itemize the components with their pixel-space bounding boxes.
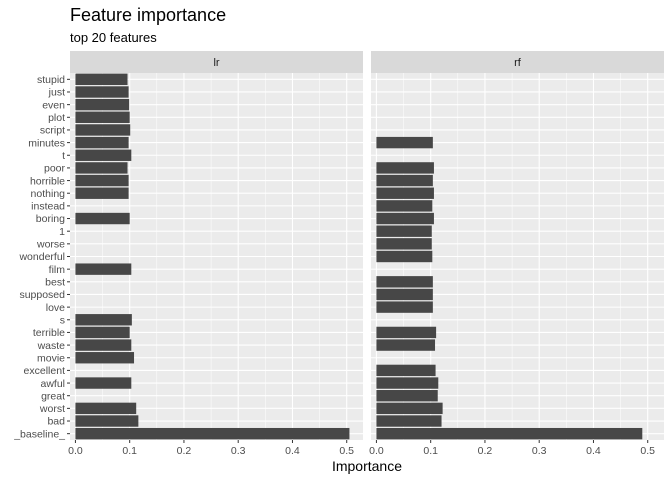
- bar-rf-supposed: [376, 288, 433, 301]
- x-axis-title: Importance: [332, 458, 402, 474]
- y-tick-label: t: [62, 150, 65, 162]
- y-tick-label: bad: [47, 416, 65, 428]
- y-tick-label: nothing: [31, 188, 66, 200]
- bar-lr-even: [75, 98, 130, 111]
- y-tick-label: horrible: [30, 175, 65, 187]
- y-tick-label: best: [45, 277, 65, 289]
- x-tick-label: 0.0: [369, 445, 384, 457]
- y-tick-label: awful: [40, 378, 65, 390]
- bar-lr-film: [75, 263, 132, 275]
- y-tick-label: worse: [36, 239, 65, 251]
- facet-strip: [70, 51, 363, 73]
- bar-rf-terrible: [376, 326, 437, 339]
- bar-lr-boring: [75, 212, 130, 225]
- bar-lr-poor: [75, 162, 128, 174]
- x-tick-label: 0.1: [423, 445, 438, 457]
- bar-rf-excellent: [376, 364, 436, 377]
- bar-lr-awful: [75, 377, 132, 389]
- bar-lr-script: [75, 124, 131, 136]
- x-tick-label: 0.1: [122, 445, 137, 457]
- bar-lr-nothing: [75, 187, 129, 199]
- facet-strip-label: lr: [213, 57, 219, 69]
- bar-rf-poor: [376, 162, 434, 174]
- bar-rf-great: [376, 390, 438, 402]
- bar-lr-minutes: [75, 136, 129, 149]
- bar-rf-1: [376, 225, 432, 237]
- y-tick-label: excellent: [24, 365, 66, 377]
- y-tick-label: _baseline_: [13, 428, 65, 440]
- bar-lr-horrible: [75, 174, 129, 187]
- y-tick-label: movie: [37, 352, 65, 364]
- bar-lr-t: [75, 149, 132, 161]
- bar-rf-nothing: [376, 187, 434, 199]
- bar-lr-stupid: [75, 73, 128, 86]
- bar-rf-best: [376, 276, 433, 288]
- x-tick-label: 0.4: [586, 445, 601, 457]
- bar-rf-waste: [376, 339, 436, 351]
- facet-panel-lr: lr 0.0 0.1 0.2 0.3 0.4 0.5: [68, 51, 363, 457]
- bar-lr-terrible: [75, 326, 130, 339]
- y-tick-label: love: [46, 302, 65, 314]
- bar-rf-awful: [376, 377, 439, 389]
- y-tick-label: just: [48, 87, 65, 99]
- y-tick-label: instead: [31, 201, 65, 213]
- bar-rf-worst: [376, 402, 443, 415]
- y-tick-label: poor: [44, 163, 66, 175]
- bar-rf-wonderful: [376, 250, 433, 263]
- bar-rf-love: [376, 301, 433, 313]
- bar-rf-bad: [376, 415, 442, 427]
- x-tick-label: 0.2: [177, 445, 192, 457]
- bar-lr-worst: [75, 402, 137, 415]
- y-tick-label: film: [49, 264, 66, 276]
- facet-panel-rf: rf 0.0 0.1 0.2 0.3 0.4 0.5: [369, 51, 664, 457]
- x-tick-label: 0.2: [478, 445, 493, 457]
- x-tick-label: 0.5: [339, 445, 354, 457]
- y-tick-label: worst: [39, 403, 65, 415]
- y-tick-label: plot: [48, 112, 65, 124]
- bar-lr-_baseline_: [75, 427, 350, 440]
- y-tick-label: waste: [37, 340, 66, 352]
- bar-rf-boring: [376, 212, 434, 225]
- chart-subtitle: top 20 features: [70, 30, 157, 45]
- bar-rf-minutes: [376, 136, 433, 149]
- bar-rf-instead: [376, 200, 433, 212]
- x-tick-label: 0.5: [640, 445, 655, 457]
- bar-rf-horrible: [376, 174, 433, 187]
- bar-lr-bad: [75, 415, 139, 427]
- bar-lr-s: [75, 314, 132, 326]
- y-tick-label: s: [60, 314, 65, 326]
- bar-rf-_baseline_: [376, 427, 643, 440]
- facet-strip: [371, 51, 664, 73]
- bar-rf-worse: [376, 238, 432, 250]
- bar-lr-movie: [75, 352, 135, 364]
- y-tick-label: even: [42, 99, 65, 111]
- y-tick-label: stupid: [37, 74, 65, 86]
- x-tick-label: 0.3: [231, 445, 246, 457]
- y-axis: stupidjustevenplotscriptminutestpoorhorr…: [13, 74, 70, 440]
- bar-lr-just: [75, 86, 129, 98]
- y-tick-label: boring: [36, 213, 65, 225]
- y-tick-label: wonderful: [18, 251, 65, 263]
- chart-title: Feature importance: [70, 5, 226, 25]
- bar-lr-plot: [75, 111, 130, 123]
- facet-strip-label: rf: [514, 57, 522, 69]
- x-tick-label: 0.0: [68, 445, 83, 457]
- y-tick-label: 1: [59, 226, 65, 238]
- y-tick-label: minutes: [28, 137, 65, 149]
- x-tick-label: 0.4: [285, 445, 300, 457]
- y-tick-label: script: [40, 125, 65, 137]
- y-tick-label: terrible: [33, 327, 65, 339]
- y-tick-label: great: [41, 390, 65, 402]
- facet-panels: lr 0.0 0.1 0.2 0.3 0.4 0.5 rf 0.0 0.1 0.2 0.3 0.4 0.5: [68, 51, 664, 457]
- x-tick-label: 0.3: [532, 445, 547, 457]
- bar-lr-waste: [75, 339, 132, 351]
- y-tick-label: supposed: [19, 289, 65, 301]
